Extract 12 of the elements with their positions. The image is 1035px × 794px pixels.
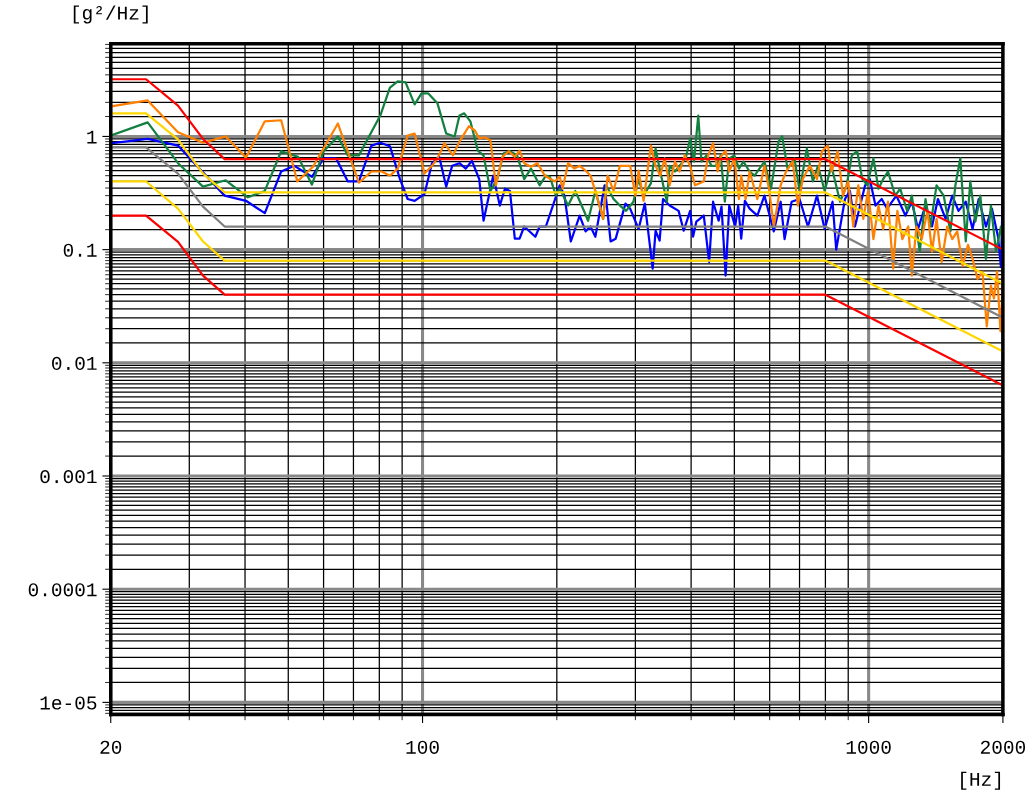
y-tick-label: 0.001 [40,470,97,484]
y-tick-label: 0.0001 [28,583,97,597]
x-tick-label: 100 [406,740,439,754]
y-tick-label: 0.01 [52,356,97,371]
y-tick-label: 1 [87,130,97,144]
x-axis-title: [Hz] [961,771,1001,790]
x-tick-label: 20 [100,740,122,754]
x-tick-label: 1000 [846,740,891,754]
y-tick-label: 1e-05 [40,696,97,710]
y-tick-label: 0.1 [63,243,97,257]
x-tick-label: 2000 [980,740,1026,754]
y-axis-title: [g²/Hz] [73,5,148,24]
